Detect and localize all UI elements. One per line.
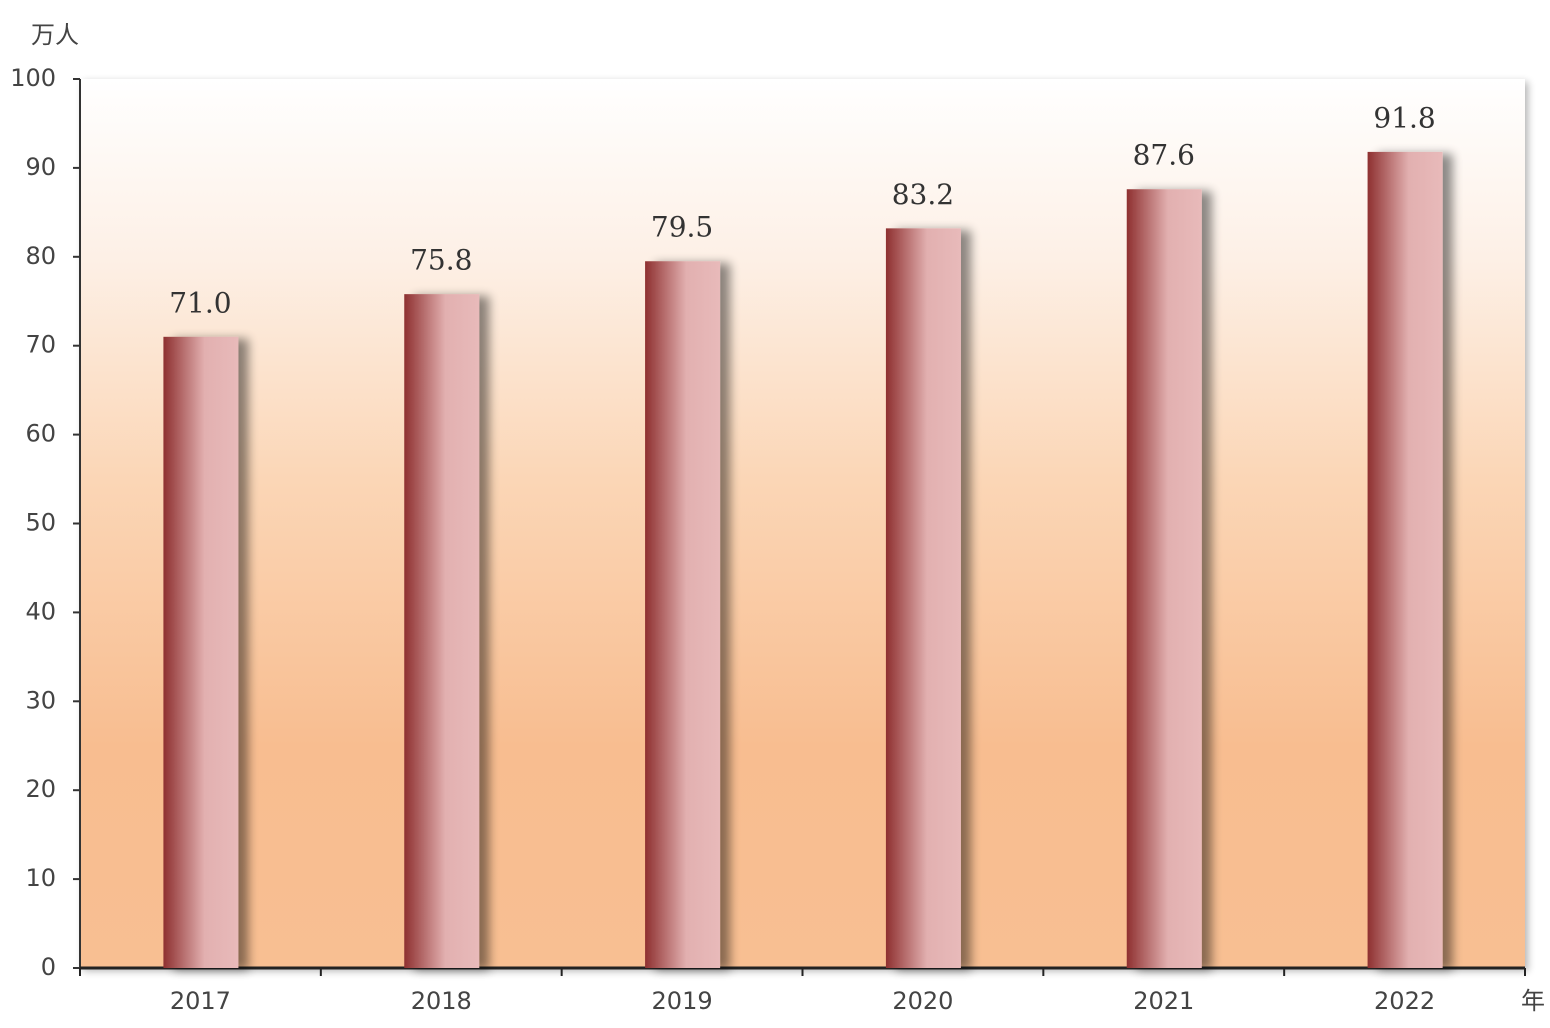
value-label: 75.8: [410, 244, 472, 277]
bar: [1367, 151, 1443, 968]
y-tick-label: 50: [25, 509, 56, 537]
y-tick-label: 0: [41, 953, 56, 981]
bar: [1126, 189, 1202, 969]
y-tick-label: 20: [25, 775, 56, 803]
x-tick-label: 2021: [1133, 987, 1194, 1015]
value-label: 87.6: [1133, 139, 1195, 172]
value-label: 79.5: [651, 211, 713, 244]
y-tick-label: 60: [25, 420, 56, 448]
y-tick-label: 100: [10, 64, 56, 92]
bar: [885, 228, 961, 969]
value-label: 91.8: [1373, 101, 1435, 134]
x-tick-label: 2022: [1374, 987, 1435, 1015]
x-tick-label: 2019: [652, 987, 713, 1015]
x-axis-label: 年: [1521, 987, 1545, 1015]
y-axis-label: 万人: [31, 21, 79, 49]
x-tick-label: 2017: [170, 987, 231, 1015]
y-tick-label: 80: [25, 242, 56, 270]
y-tick-label: 30: [25, 686, 56, 714]
x-tick-label: 2018: [411, 987, 472, 1015]
value-label: 71.0: [169, 286, 231, 319]
y-tick-label: 10: [25, 864, 56, 892]
bar: [645, 261, 721, 968]
value-label: 83.2: [892, 178, 954, 211]
bar: [163, 336, 239, 968]
y-tick-label: 90: [25, 153, 56, 181]
y-tick-label: 70: [25, 331, 56, 359]
bar: [404, 294, 480, 968]
x-tick-label: 2020: [892, 987, 953, 1015]
plot-area: [80, 79, 1525, 968]
y-tick-label: 40: [25, 597, 56, 625]
